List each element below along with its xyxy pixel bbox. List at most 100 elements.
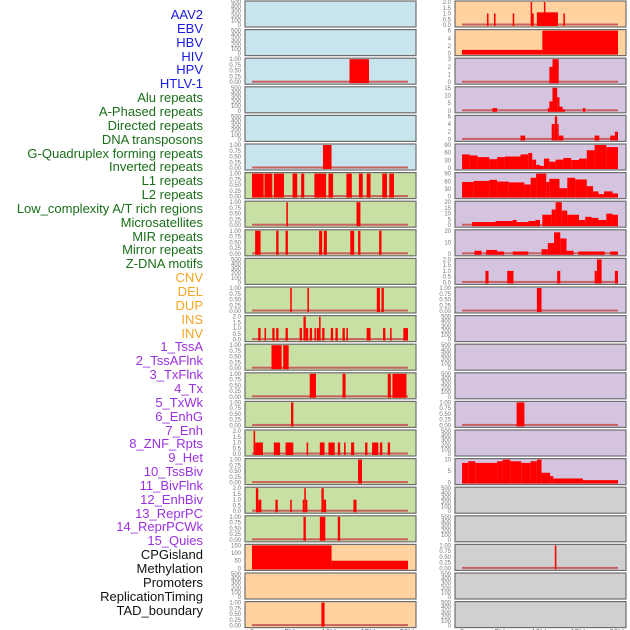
y-tick-label: 0: [448, 223, 452, 229]
y-tick-label: 100: [231, 276, 242, 282]
y-tick-label: 0.75: [229, 378, 241, 384]
y-tick-label: 200: [231, 128, 242, 134]
bar: [563, 13, 565, 26]
bar: [273, 173, 284, 198]
bar: [322, 328, 325, 341]
y-tick-label: 0: [448, 80, 452, 86]
y-tick-label: 0.00: [229, 395, 241, 401]
bar: [546, 181, 550, 198]
bar: [497, 251, 505, 255]
y-tick-label: 1.00: [229, 601, 241, 607]
bar: [323, 499, 327, 513]
y-tick-label: 0.0: [233, 452, 242, 458]
bar: [559, 106, 563, 112]
x-tick-label: 0: [250, 628, 255, 630]
baseline: [462, 566, 618, 569]
bar: [309, 373, 316, 398]
baseline: [252, 366, 408, 369]
bar: [535, 219, 540, 227]
bar: [335, 328, 338, 341]
x-tick-label: 15kb: [570, 628, 588, 630]
y-tick-label: 10: [444, 240, 451, 246]
y-tick-label: 200: [441, 328, 452, 334]
y-tick-label: 300: [441, 324, 452, 330]
bar: [512, 251, 529, 255]
bar: [502, 459, 511, 484]
y-tick-label: 0: [448, 509, 452, 515]
track-label: 15_Quies: [147, 533, 203, 549]
track-label: 2_TssAFlnk: [135, 353, 203, 369]
y-tick-label: 60: [444, 179, 451, 185]
y-tick-label: 0.25: [229, 303, 241, 309]
panel-background: [454, 229, 627, 257]
y-tick-label: 0: [448, 481, 452, 487]
track-label: 7_Enh: [165, 422, 203, 438]
y-tick-label: 0.00: [229, 195, 241, 201]
y-tick-label: 300: [441, 581, 452, 587]
y-tick-label: 400: [231, 90, 242, 96]
y-tick-label: 100: [231, 104, 242, 110]
y-tick-label: 0.0: [233, 338, 242, 344]
y-tick-label: 0: [448, 538, 452, 544]
panel-background: [244, 114, 417, 143]
bar: [554, 545, 557, 570]
track-label: HBV: [176, 34, 203, 50]
y-tick-label: 0.75: [439, 549, 451, 555]
bar: [342, 373, 346, 398]
bar: [507, 270, 514, 284]
y-tick-label: 0.50: [229, 183, 241, 189]
bar: [462, 181, 474, 198]
bar: [586, 150, 595, 169]
bar: [303, 516, 306, 541]
bar: [531, 13, 534, 26]
y-tick-label: 0.25: [439, 303, 451, 309]
panel-background: [244, 86, 417, 114]
bar: [379, 442, 383, 455]
bar: [379, 230, 382, 255]
track-panel-right-0: 0.00.51.01.52.0: [443, 0, 627, 29]
bar: [551, 124, 555, 141]
y-tick-label: 10: [444, 458, 451, 464]
bar: [390, 328, 392, 341]
y-tick-label: 0: [448, 595, 452, 601]
y-tick-label: 1.0: [233, 326, 242, 332]
y-tick-label: 100: [231, 590, 242, 596]
bar: [462, 154, 470, 169]
y-tick-label: 0: [238, 137, 242, 143]
bar: [593, 191, 599, 198]
bar: [606, 213, 613, 227]
y-tick-label: 0.75: [229, 149, 241, 155]
track-label: HPV: [176, 62, 203, 78]
bar: [316, 328, 320, 341]
baseline: [252, 338, 408, 341]
track-panel-left-12: 0.000.250.500.751.00: [229, 343, 417, 372]
track-panel-right-14: 0.000.250.500.751.00: [439, 400, 627, 429]
bar: [358, 230, 361, 255]
bar: [489, 179, 498, 198]
track-label: 3_TxFlnk: [149, 367, 203, 383]
bar: [290, 499, 292, 513]
track-label: INS: [181, 311, 203, 327]
bar: [598, 194, 604, 198]
panel-background: [454, 543, 627, 572]
y-tick-label: 0.25: [229, 532, 241, 538]
bar: [372, 442, 379, 455]
track-label: 8_ZNF_Rpts: [129, 436, 203, 452]
panel-background: [454, 86, 627, 114]
bar: [285, 328, 288, 341]
y-tick-label: 2: [448, 130, 452, 136]
y-tick-label: 1.5: [233, 320, 242, 326]
y-tick-label: 2.0: [233, 315, 242, 321]
y-tick-label: 300: [231, 581, 242, 587]
track-label: 10_TssBiv: [143, 464, 203, 480]
y-tick-label: 0: [238, 109, 242, 115]
y-tick-label: 0.50: [229, 69, 241, 75]
y-tick-label: 0: [448, 166, 452, 172]
y-tick-label: 400: [441, 434, 452, 440]
y-tick-label: 0: [448, 452, 452, 458]
x-tick-label: 5kb: [495, 628, 508, 630]
y-tick-label: 100: [441, 390, 452, 396]
